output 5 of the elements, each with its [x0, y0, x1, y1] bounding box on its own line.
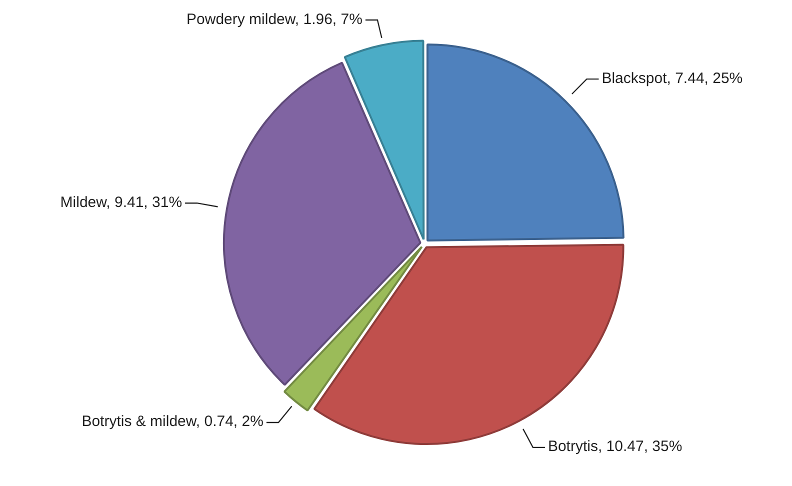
slice-label: Mildew, 9.41, 31% [59, 193, 182, 212]
slice-label: Botrytis, 10.47, 35% [548, 437, 684, 456]
slice-label: Botrytis & mildew, 0.74, 2% [80, 412, 264, 432]
slice-label: Powdery mildew, 1.96, 7% [186, 10, 362, 29]
slice-label: Blackspot, 7.44, 25% [602, 69, 744, 88]
